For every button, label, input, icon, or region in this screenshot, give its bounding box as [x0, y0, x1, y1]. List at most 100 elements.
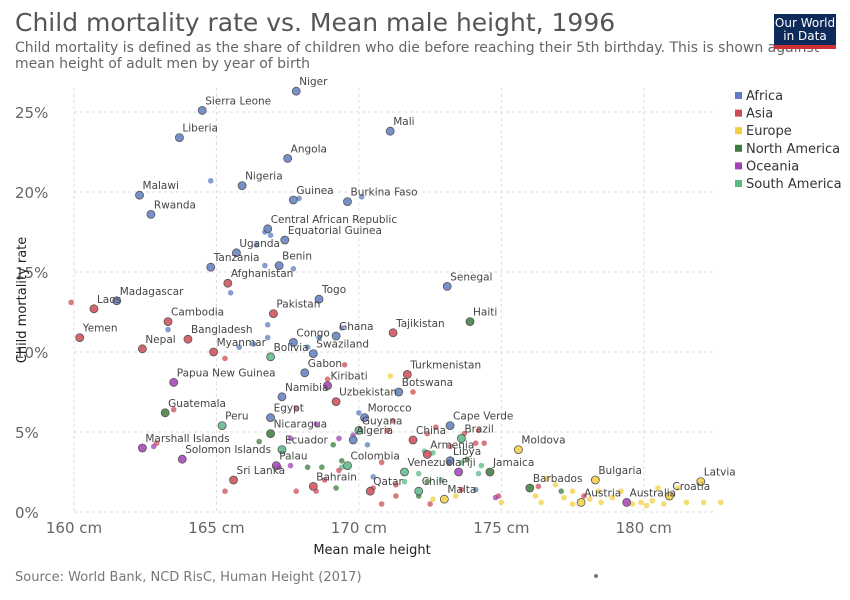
data-point	[291, 86, 301, 96]
point-label: Myanmar	[217, 337, 267, 349]
point-label: Bangladesh	[191, 324, 253, 336]
legend-label: Asia	[746, 107, 773, 122]
point-label: Qatar	[373, 476, 403, 488]
point-label: Bulgaria	[598, 465, 642, 477]
data-point	[544, 475, 550, 482]
data-point	[595, 488, 601, 495]
data-point	[402, 369, 412, 379]
point-label: Nigeria	[245, 171, 283, 183]
data-point	[538, 499, 545, 506]
point-label: Australia	[630, 487, 676, 499]
data-point	[287, 462, 294, 469]
point-label: Tanzania	[213, 252, 260, 264]
legend[interactable]: Africa Asia Europe North America Oceania Sout…	[735, 89, 842, 192]
data-point	[660, 501, 667, 507]
data-point	[300, 368, 310, 378]
data-point	[442, 281, 452, 291]
chart-subtitle: Child mortality is defined as the share …	[15, 40, 820, 72]
data-point	[197, 106, 207, 115]
data-point	[525, 483, 535, 493]
data-point	[378, 501, 385, 507]
data-point	[308, 481, 318, 491]
point-label: Namibia	[285, 382, 328, 394]
x-axis-title: Mean male height	[313, 543, 430, 558]
x-tick-label: 175 cm	[473, 519, 529, 537]
data-point	[385, 126, 395, 136]
data-point	[414, 486, 424, 496]
data-point	[387, 373, 394, 379]
data-point	[618, 488, 624, 495]
legend-label: Europe	[746, 124, 792, 139]
data-point	[643, 502, 650, 509]
data-point	[274, 261, 284, 271]
point-label: Mali	[393, 116, 414, 128]
data-point	[266, 413, 275, 423]
point-label: Egypt	[274, 403, 304, 415]
data-point	[304, 344, 311, 351]
data-point	[331, 397, 341, 407]
data-point	[348, 435, 358, 445]
legend-swatch	[735, 127, 742, 135]
y-tick-label: 20%	[15, 184, 48, 202]
owid-logo[interactable]: Our World in Data	[774, 14, 836, 49]
point-label: Peru	[225, 411, 248, 423]
data-point	[454, 467, 464, 477]
data-point	[464, 456, 470, 463]
point-label: Barbados	[533, 473, 583, 485]
point-label: Swaziland	[316, 339, 369, 351]
y-axis-title: Child mortality rate	[15, 237, 30, 364]
data-point	[316, 334, 322, 341]
point-label: Jamaica	[492, 457, 534, 469]
point-label: Senegal	[450, 271, 492, 283]
data-point	[150, 443, 157, 450]
x-tick-label: 170 cm	[331, 519, 387, 537]
data-point	[288, 195, 298, 205]
data-point	[445, 421, 455, 431]
point-label: Nepal	[145, 334, 175, 346]
data-point	[400, 467, 409, 477]
data-point	[415, 470, 422, 477]
point-label: Sierra Leone	[205, 95, 271, 107]
data-point	[438, 477, 445, 483]
data-point	[478, 462, 485, 469]
chart-title: Child mortality rate vs. Mean male heigh…	[15, 8, 616, 37]
legend-label: South America	[746, 177, 842, 192]
data-point	[163, 317, 173, 327]
data-point	[492, 494, 499, 501]
data-point	[390, 418, 396, 424]
data-point	[137, 344, 147, 354]
point-label: Togo	[321, 284, 346, 296]
data-point	[336, 435, 342, 442]
point-label: Algeria	[356, 425, 393, 437]
x-tick-label: 180 cm	[616, 519, 672, 537]
data-point	[146, 209, 156, 219]
point-label: Ecuador	[285, 435, 329, 447]
data-point	[323, 381, 332, 391]
data-point	[112, 296, 122, 306]
data-point	[229, 475, 238, 485]
point-label: Kiribati	[331, 371, 368, 383]
source-note: Source: World Bank, NCD RisC, Human Heig…	[15, 570, 362, 585]
data-point	[393, 482, 399, 488]
data-point	[393, 493, 399, 499]
data-point	[75, 333, 85, 343]
data-point	[313, 421, 319, 427]
point-label: Morocco	[368, 403, 412, 415]
data-point	[338, 325, 345, 331]
point-label: Benin	[282, 251, 312, 263]
data-point	[717, 499, 724, 506]
data-point	[665, 491, 674, 501]
data-point	[341, 362, 348, 368]
point-label: Turkmenistan	[409, 359, 481, 371]
point-label: Malta	[447, 484, 476, 496]
data-point	[253, 242, 260, 248]
data-point	[683, 499, 690, 506]
data-point	[263, 224, 273, 234]
data-point	[561, 494, 567, 501]
data-point	[68, 299, 74, 306]
data-point	[207, 178, 214, 184]
data-point	[333, 485, 339, 491]
point-label: Uganda	[239, 238, 280, 250]
legend-swatch	[735, 92, 742, 99]
